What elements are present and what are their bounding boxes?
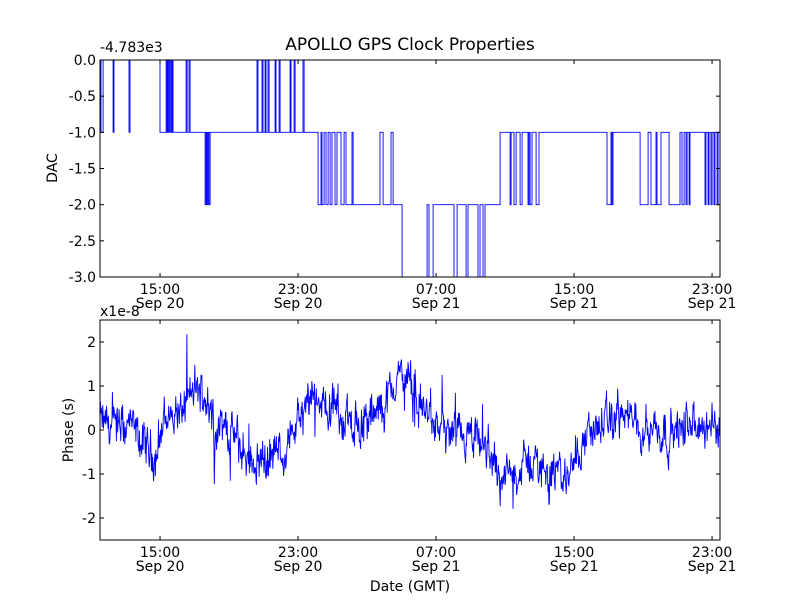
y-tick-label: -1.0 [69,125,96,141]
y-tick-label: -0.5 [69,89,96,105]
x-tick-time-label: 15:00 [554,282,594,298]
x-tick-time-label: 23:00 [278,282,318,298]
x-tick-date-label: Sep 21 [412,559,461,575]
chart-title: APOLLO GPS Clock Properties [285,35,535,55]
x-tick-date-label: Sep 21 [688,559,737,575]
x-tick-date-label: Sep 20 [136,296,185,312]
phase-xlabel: Date (GMT) [370,579,450,595]
x-tick-time-label: 15:00 [554,545,594,561]
y-tick-label: -2.5 [69,234,96,250]
phase-offset-label: x1e-8 [100,304,140,320]
phase-axes: x1e-8 Phase (s) Date (GMT) 210-1-215:00S… [61,304,736,595]
y-tick-label: -2 [82,511,96,527]
x-tick-date-label: Sep 21 [688,296,737,312]
x-tick-time-label: 23:00 [692,545,732,561]
dac-series-line [100,60,720,277]
x-tick-date-label: Sep 21 [550,559,599,575]
x-tick-time-label: 15:00 [140,282,180,298]
phase-ylabel: Phase (s) [61,398,77,462]
y-tick-label: -1 [82,467,96,483]
x-tick-date-label: Sep 20 [274,559,323,575]
x-tick-time-label: 23:00 [278,545,318,561]
y-tick-label: -3.0 [69,270,96,286]
y-tick-label: 0.0 [74,53,96,69]
x-tick-time-label: 15:00 [140,545,180,561]
x-tick-date-label: Sep 21 [550,296,599,312]
y-tick-label: 0 [87,423,96,439]
dac-ylabel: DAC [45,153,61,183]
y-tick-label: 2 [87,335,96,351]
x-tick-time-label: 23:00 [692,282,732,298]
x-tick-time-label: 07:00 [416,282,456,298]
x-tick-date-label: Sep 21 [412,296,461,312]
dac-axes: -4.783e3 DAC 0.0 -0.5 -1.0 -1.5 -2.0 -2.5 -3.0… [45,40,736,312]
x-tick-time-label: 07:00 [416,545,456,561]
y-tick-label: -2.0 [69,198,96,214]
y-tick-label: 1 [87,379,96,395]
x-tick-date-label: Sep 20 [136,559,185,575]
x-tick-date-label: Sep 20 [274,296,323,312]
y-tick-label: -1.5 [69,162,96,178]
dac-offset-label: -4.783e3 [100,40,163,56]
phase-series-line [100,334,720,509]
